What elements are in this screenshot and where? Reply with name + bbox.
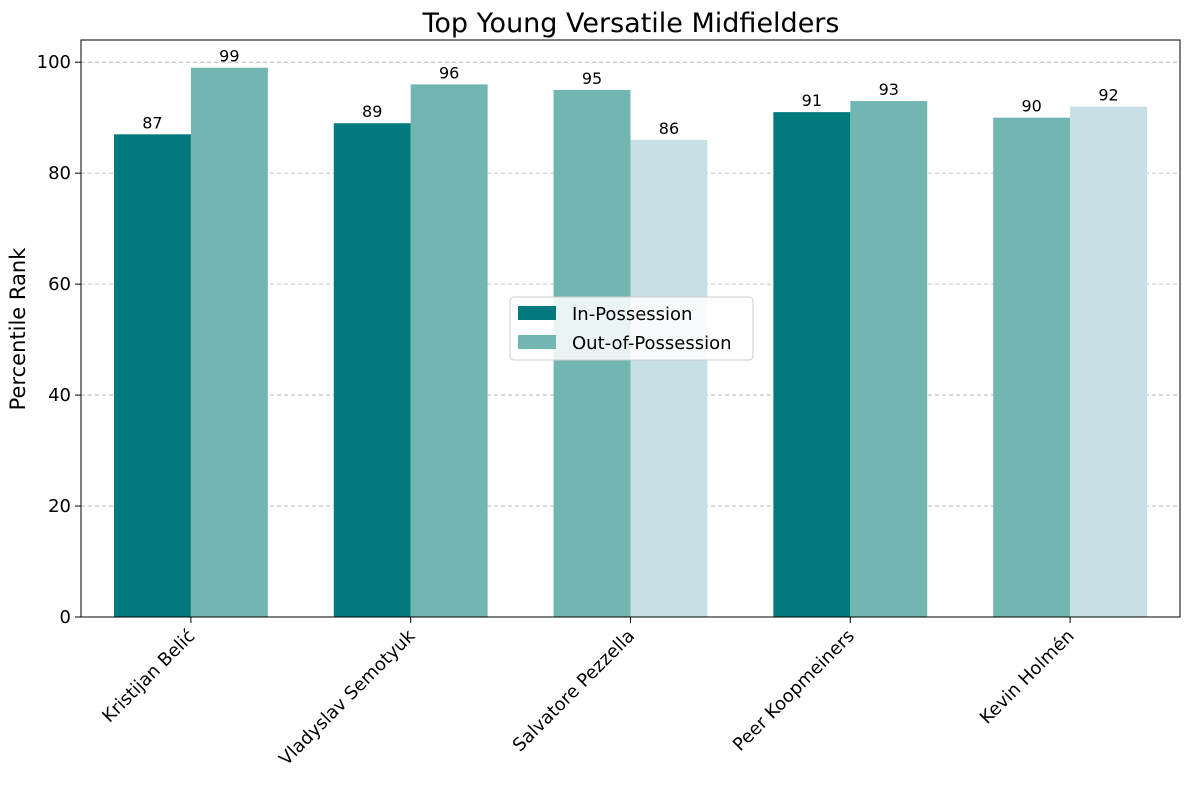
x-tick-label: Salvatore Pezzella [509,626,639,756]
bar [850,101,928,617]
y-tick-label: 60 [48,274,71,295]
bar [410,84,488,617]
bar-value-label: 99 [219,47,239,66]
bar [773,112,851,617]
legend: In-Possession Out-of-Possession [509,296,754,361]
x-tick-label: Kristijan Belić [98,626,199,727]
y-tick-label: 20 [48,496,71,517]
legend-swatch [518,335,556,349]
y-tick-label: 40 [48,385,71,406]
x-tick-label: Kevin Holmén [976,626,1079,729]
y-axis-label: Percentile Rank [6,247,30,411]
bar [993,117,1071,617]
legend-swatch [518,306,556,320]
y-tick-label: 80 [48,163,71,184]
x-tick-label: Vladyslav Semotyuk [275,625,420,770]
bar [333,123,411,617]
bar-value-label: 89 [362,102,382,121]
bar-value-label: 93 [879,80,899,99]
y-tick-label: 100 [37,52,71,73]
bar [190,67,268,618]
y-tick-label: 0 [60,607,71,628]
bar-value-label: 86 [659,119,679,138]
y-axis-ticks: 0 20 40 60 80 100 [37,52,81,628]
legend-label: Out-of-Possession [572,333,732,354]
bar-value-label: 96 [439,63,459,82]
chart-title: Top Young Versatile Midfielders [422,8,840,39]
bar-value-label: 95 [582,69,602,88]
legend-box [509,296,754,361]
x-axis-ticks: Kristijan Belić Vladyslav Semotyuk Salvato… [98,617,1079,770]
x-tick-label: Peer Koopmeiners [729,626,859,756]
bar-value-label: 90 [1021,97,1041,116]
bar [1070,106,1148,618]
bars [113,67,1148,618]
bar-value-label: 87 [142,113,162,132]
bar [630,139,708,617]
bar-value-label: 92 [1098,86,1118,105]
legend-label: In-Possession [572,304,692,325]
bar [113,134,191,617]
bar-value-label: 91 [802,91,822,110]
bar-value-labels: 87 99 89 96 95 86 91 93 90 92 [142,47,1118,138]
